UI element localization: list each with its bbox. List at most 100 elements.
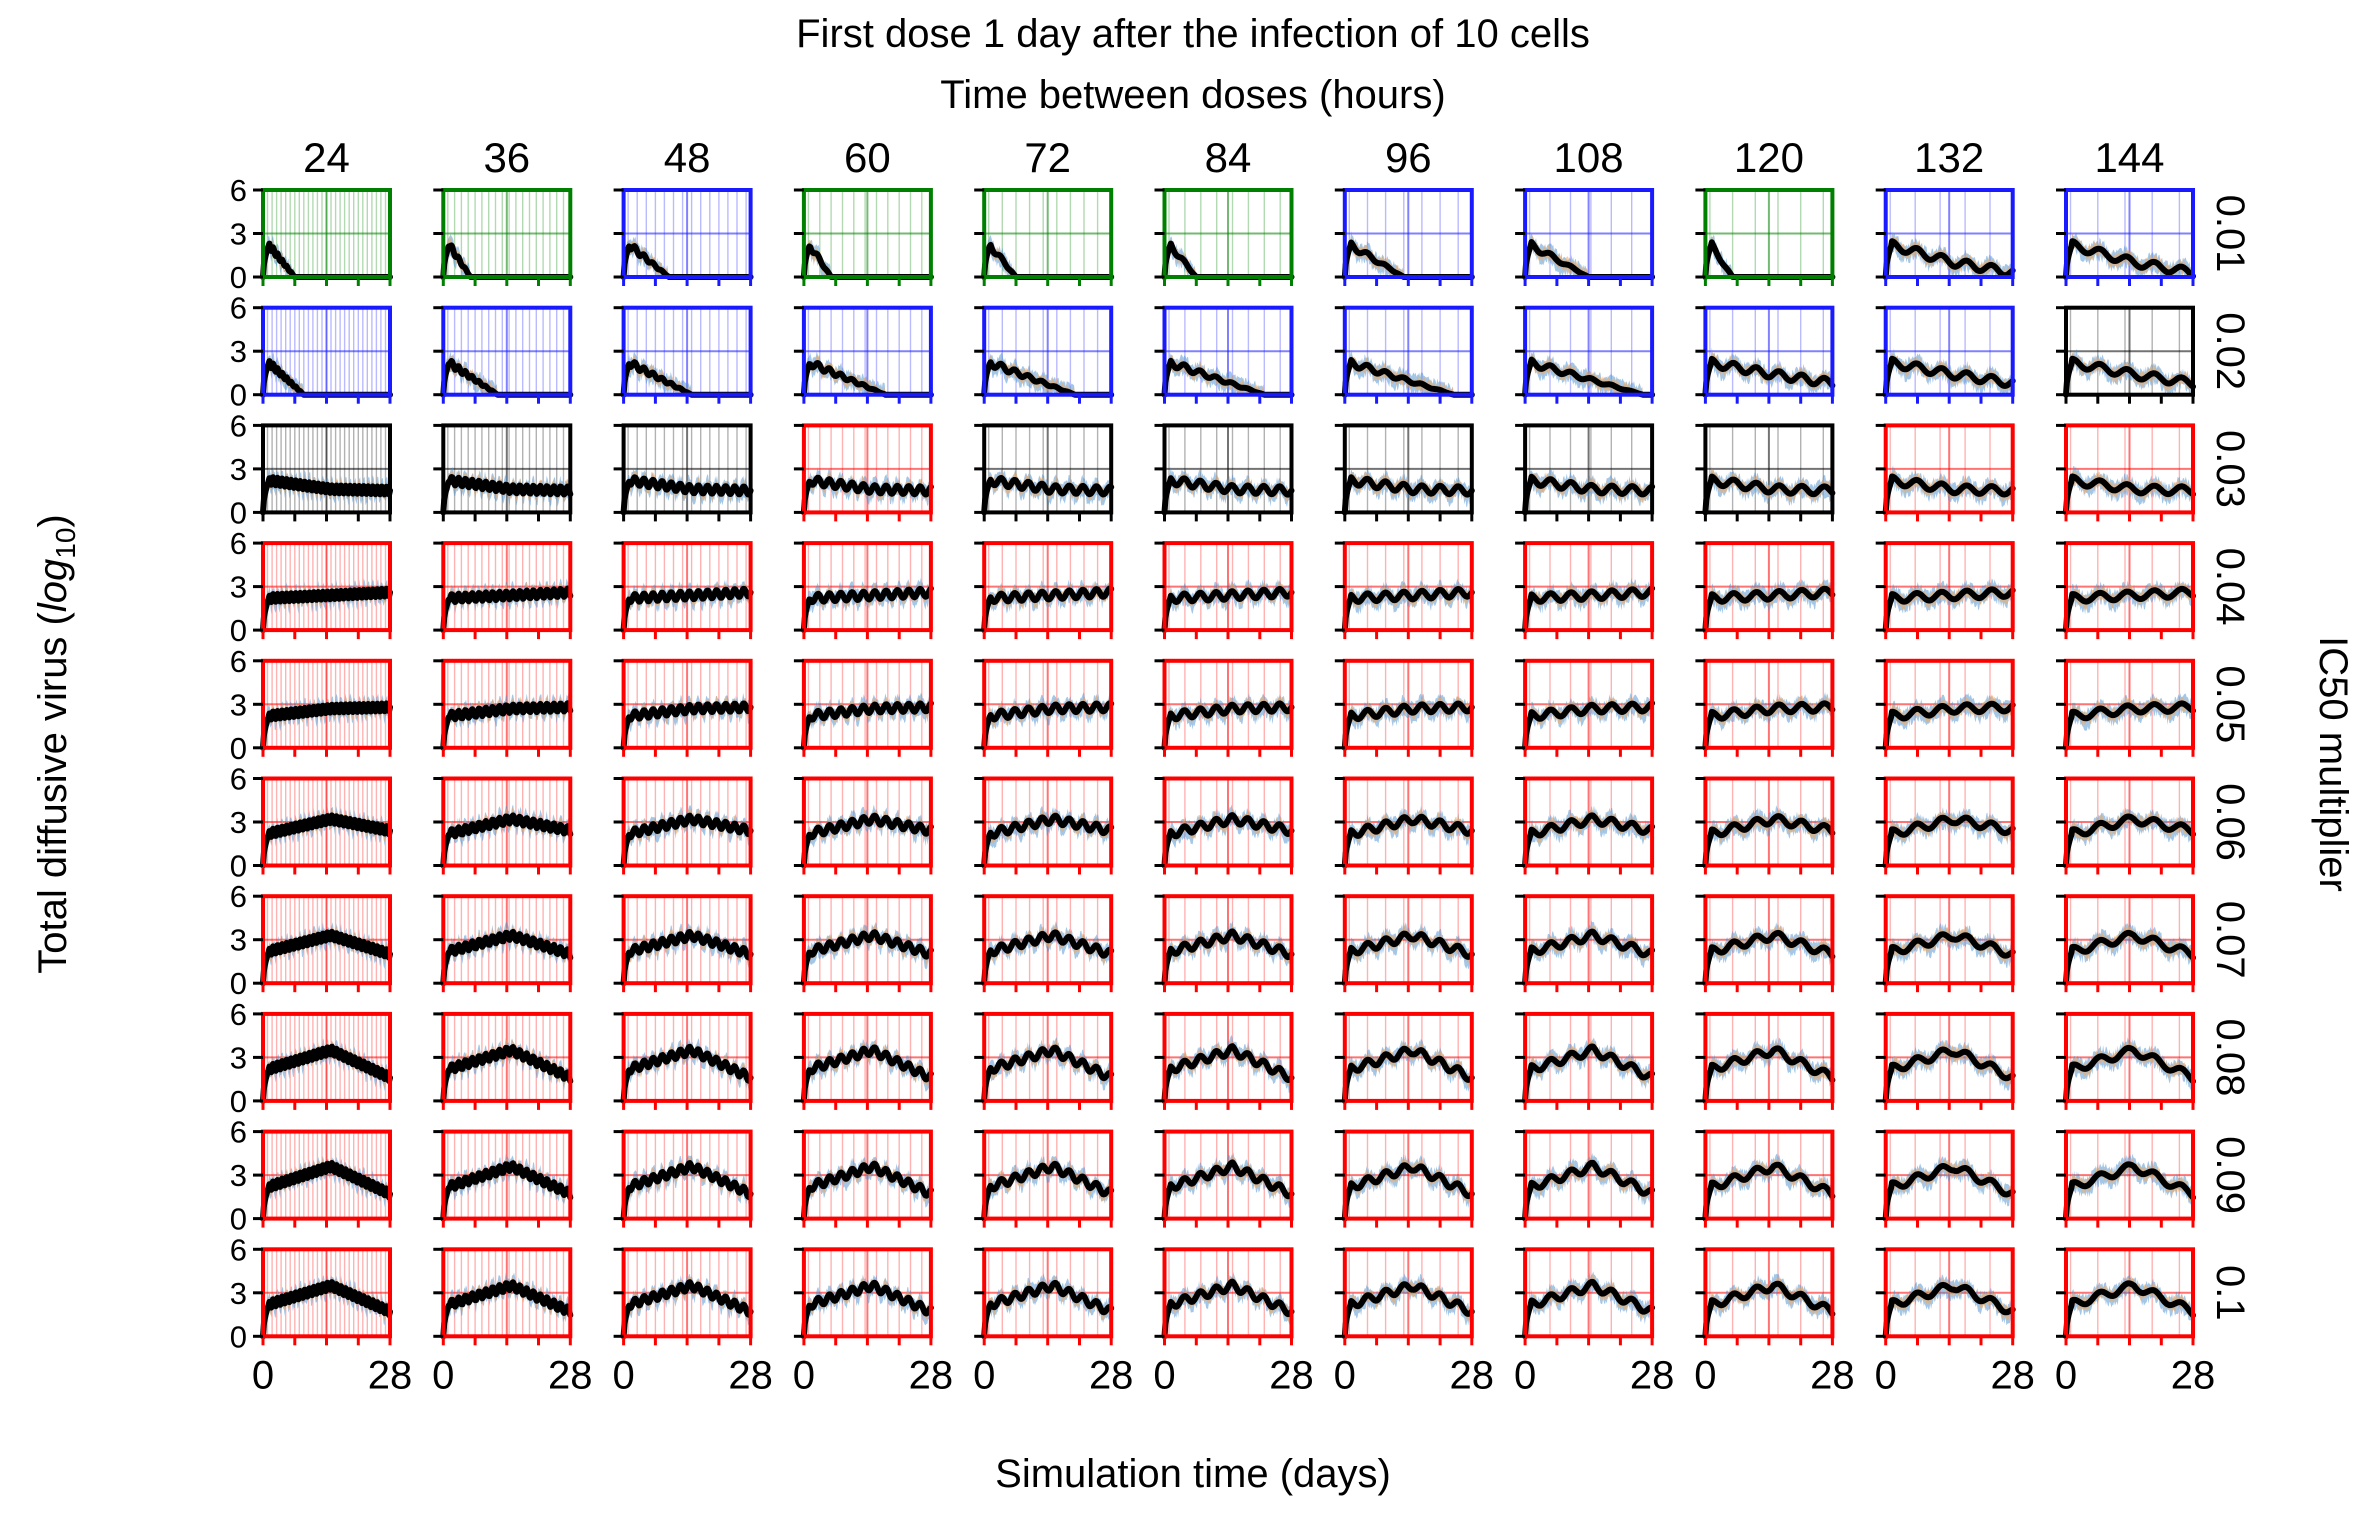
panel	[1334, 541, 1475, 640]
mean-line	[800, 812, 934, 869]
panel	[1154, 658, 1295, 757]
mean-line	[2063, 1161, 2196, 1222]
mean-line	[1341, 813, 1475, 869]
y-tick-label: 0	[230, 260, 247, 295]
mean-line	[1522, 356, 1656, 398]
panel	[974, 423, 1115, 522]
band-blue	[1525, 578, 1653, 631]
mean-line	[1341, 474, 1475, 516]
panel: 0 3 6	[230, 644, 393, 766]
panel	[793, 1247, 934, 1346]
x-tick-label: 0	[793, 1353, 815, 1397]
x-tick-label: 28	[548, 1353, 593, 1397]
panel	[1695, 776, 1836, 875]
panel	[433, 776, 574, 875]
panel	[2056, 894, 2196, 993]
row-label: 0.01	[2208, 195, 2252, 273]
mean-line	[620, 700, 754, 751]
panel	[793, 894, 934, 993]
mean-line	[981, 585, 1115, 634]
panel	[1695, 658, 1836, 757]
x-tick-label: 28	[1450, 1353, 1495, 1397]
x-tick-label: 28	[909, 1353, 954, 1397]
mean-line	[440, 812, 574, 869]
y-tick-label: 3	[230, 452, 247, 487]
panel	[433, 541, 574, 640]
mean-line	[1341, 700, 1475, 751]
column-labels: 24 36 48 60 72 84 96 108 120 132 144	[303, 134, 2164, 181]
panel: 0 3 6	[230, 408, 393, 530]
panel	[1515, 1247, 1656, 1346]
mean-line	[1882, 1163, 2016, 1222]
mean-line	[260, 474, 393, 516]
mean-line	[981, 1279, 1115, 1340]
mean-line	[620, 812, 754, 869]
y-tick-label: 6	[230, 173, 247, 208]
panel	[1875, 188, 2016, 286]
mean-line	[440, 585, 574, 634]
y-tick-label: 3	[230, 1158, 247, 1193]
panel: 0 3 6	[230, 173, 393, 295]
band-blue	[803, 1274, 931, 1337]
mean-line	[800, 585, 934, 634]
mean-line	[2063, 473, 2196, 516]
band-blue	[1525, 693, 1653, 748]
panel	[2056, 1011, 2196, 1110]
mean-line	[1522, 700, 1656, 751]
row-label: 0.06	[2208, 783, 2252, 861]
band-blue	[263, 1038, 390, 1101]
x-tick-label: 28	[2171, 1353, 2216, 1397]
panel	[2056, 305, 2196, 404]
panel	[613, 423, 754, 522]
panel	[974, 1247, 1115, 1346]
band-orange	[1164, 1155, 1292, 1219]
panel	[793, 776, 934, 875]
panel	[1875, 658, 2016, 757]
mean-line	[1161, 475, 1295, 516]
panel	[433, 1011, 574, 1110]
x-tick-label: 0	[1514, 1353, 1536, 1397]
band-blue	[1525, 805, 1653, 866]
mean-line	[1702, 1280, 1836, 1340]
y-tick-label: 0	[230, 1319, 247, 1354]
band-blue	[263, 1155, 390, 1219]
row-label: 0.04	[2208, 548, 2252, 626]
panel: 0 3 6	[230, 1232, 393, 1354]
band-blue	[623, 1038, 751, 1101]
panel	[613, 1011, 754, 1110]
mean-line	[1702, 813, 1836, 869]
y-axis-title-text: Total diffusive virus (	[31, 611, 75, 973]
figure-subtitle: Time between doses (hours)	[940, 73, 1445, 117]
panel	[1875, 776, 2016, 875]
mean-line	[981, 475, 1115, 516]
mean-line	[1522, 585, 1656, 634]
band-blue	[443, 921, 571, 984]
x-axis-title: Simulation time (days)	[995, 1452, 1391, 1496]
y-tick-label: 3	[230, 334, 247, 369]
panel: 0 3 6	[230, 1115, 393, 1237]
y-tick-label: 6	[230, 526, 247, 561]
y-tick-label: 6	[230, 1232, 247, 1267]
panel	[613, 894, 754, 993]
y-tick-label: 3	[230, 1040, 247, 1075]
mean-line	[260, 812, 393, 869]
panel	[433, 423, 574, 522]
band-orange	[1525, 352, 1653, 395]
column-label: 48	[664, 134, 711, 181]
panel	[613, 1129, 754, 1228]
y-tick-label: 0	[230, 378, 247, 413]
y-tick-label: 6	[230, 879, 247, 914]
panel	[433, 1247, 574, 1346]
mean-line	[620, 1160, 754, 1222]
band-blue	[1525, 1037, 1653, 1101]
mean-line	[981, 812, 1115, 869]
x-tick-label: 28	[728, 1353, 773, 1397]
x-tick-label: 0	[1153, 1353, 1175, 1397]
x-tick-labels: 0 28 0 28 0 28 0 28 0 28 0 28 0 28 0 28 0 28 0 28 0 28	[252, 1353, 2215, 1397]
mean-line	[440, 1160, 574, 1222]
mean-line	[620, 474, 754, 516]
band-orange	[1525, 1157, 1653, 1219]
mean-line	[1161, 1278, 1295, 1340]
panel	[433, 894, 574, 993]
y-tick-label: 3	[230, 217, 247, 252]
